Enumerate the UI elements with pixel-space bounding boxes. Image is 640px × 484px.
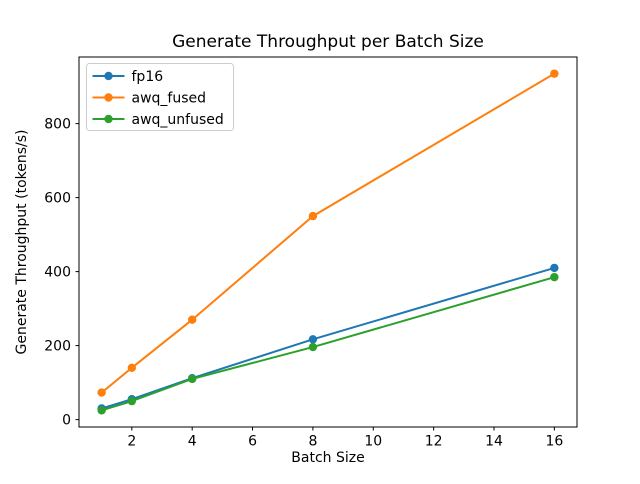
data-point-awq_unfused <box>97 406 106 415</box>
x-tick-label: 10 <box>364 434 382 450</box>
x-tick-label: 8 <box>308 434 317 450</box>
data-point-awq_unfused <box>187 374 197 384</box>
x-tick-label: 4 <box>188 434 197 450</box>
data-point-fp16 <box>550 263 559 273</box>
y-tick-label: 0 <box>62 413 71 429</box>
data-point-awq_fused <box>127 363 137 372</box>
data-point-awq_fused <box>97 388 106 397</box>
legend-label-awq_unfused: awq_unfused <box>132 112 224 128</box>
data-point-awq_unfused <box>550 272 559 282</box>
y-tick-label: 800 <box>44 117 71 133</box>
legend-box <box>86 63 234 131</box>
x-tick-label: 16 <box>545 434 563 450</box>
series-line-awq_unfused <box>100 276 556 412</box>
x-axis-label: Batch Size <box>291 450 364 466</box>
x-tick-label: 2 <box>127 434 136 450</box>
data-point-awq_fused <box>550 69 559 78</box>
y-tick-label: 400 <box>44 265 71 281</box>
axes-spines <box>78 56 578 428</box>
y-tick-label: 600 <box>44 191 71 207</box>
legend-label-awq_fused: awq_fused <box>132 91 207 107</box>
legend-label-fp16: fp16 <box>132 69 164 85</box>
chart-title: Generate Throughput per Batch Size <box>172 32 484 52</box>
x-tick-label: 12 <box>425 434 443 450</box>
data-point-awq_fused <box>308 211 318 221</box>
y-tick-label: 200 <box>44 339 71 355</box>
data-point-fp16 <box>308 335 318 344</box>
plot-area: 2 4 6 8 10 12 14 16 0 200 400 600 800 fp16 awq_fusedaw… <box>44 56 578 450</box>
x-tick-label: 6 <box>248 434 257 450</box>
data-point-awq_fused <box>187 315 197 324</box>
data-point-awq_unfused <box>127 396 137 406</box>
x-tick-label: 14 <box>485 434 503 450</box>
y-axis-label: Generate Throughput (tokens/s) <box>14 130 30 355</box>
legend-marker-fp16 <box>104 71 113 81</box>
legend-marker-awq_fused <box>104 93 113 102</box>
data-point-awq_unfused <box>308 342 318 352</box>
legend-marker-awq_unfused <box>104 114 113 124</box>
